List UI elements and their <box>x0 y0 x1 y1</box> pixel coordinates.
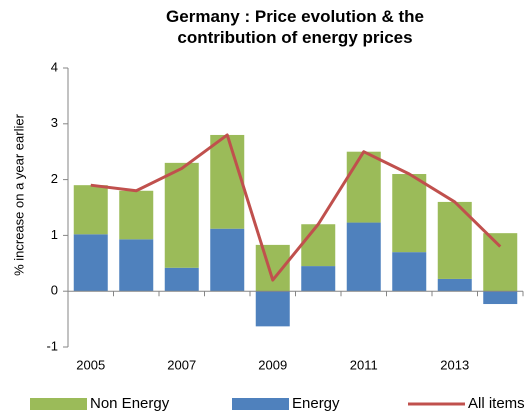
x-tick-label: 2009 <box>258 357 287 372</box>
bar <box>73 234 108 292</box>
legend-label: Non Energy <box>90 395 170 412</box>
bar <box>437 278 472 292</box>
x-tick-label: 2005 <box>76 357 105 372</box>
y-tick-label: 1 <box>51 227 58 242</box>
y-tick-label: 2 <box>51 171 58 186</box>
bar <box>346 222 381 292</box>
y-tick-label: 3 <box>51 115 58 130</box>
legend-label: All items <box>468 395 525 412</box>
bar <box>483 233 518 292</box>
y-tick-label: -1 <box>46 338 58 353</box>
bar <box>255 291 290 327</box>
bar <box>73 185 108 235</box>
bar <box>119 239 154 292</box>
x-tick-label: 2007 <box>167 357 196 372</box>
bar <box>210 228 245 292</box>
bar <box>301 224 336 267</box>
x-tick-label: 2013 <box>440 357 469 372</box>
bar <box>210 134 245 229</box>
bar <box>164 267 199 292</box>
legend-swatch <box>30 398 87 410</box>
bar <box>301 266 336 292</box>
y-axis-label: % increase on a year earlier <box>11 113 26 276</box>
bar <box>119 190 154 240</box>
bar <box>392 252 427 292</box>
bar <box>392 174 427 253</box>
chart-title: Germany : Price evolution & the contribu… <box>166 7 424 47</box>
x-tick-label: 2011 <box>350 357 378 372</box>
bar <box>255 244 290 292</box>
line <box>90 133 502 282</box>
bar <box>164 162 199 268</box>
y-tick-label: 4 <box>51 59 58 74</box>
bar <box>483 291 518 305</box>
legend-swatch <box>232 398 289 410</box>
legend-label: Energy <box>292 395 340 412</box>
y-tick-label: 0 <box>51 283 58 298</box>
bar <box>346 151 381 223</box>
